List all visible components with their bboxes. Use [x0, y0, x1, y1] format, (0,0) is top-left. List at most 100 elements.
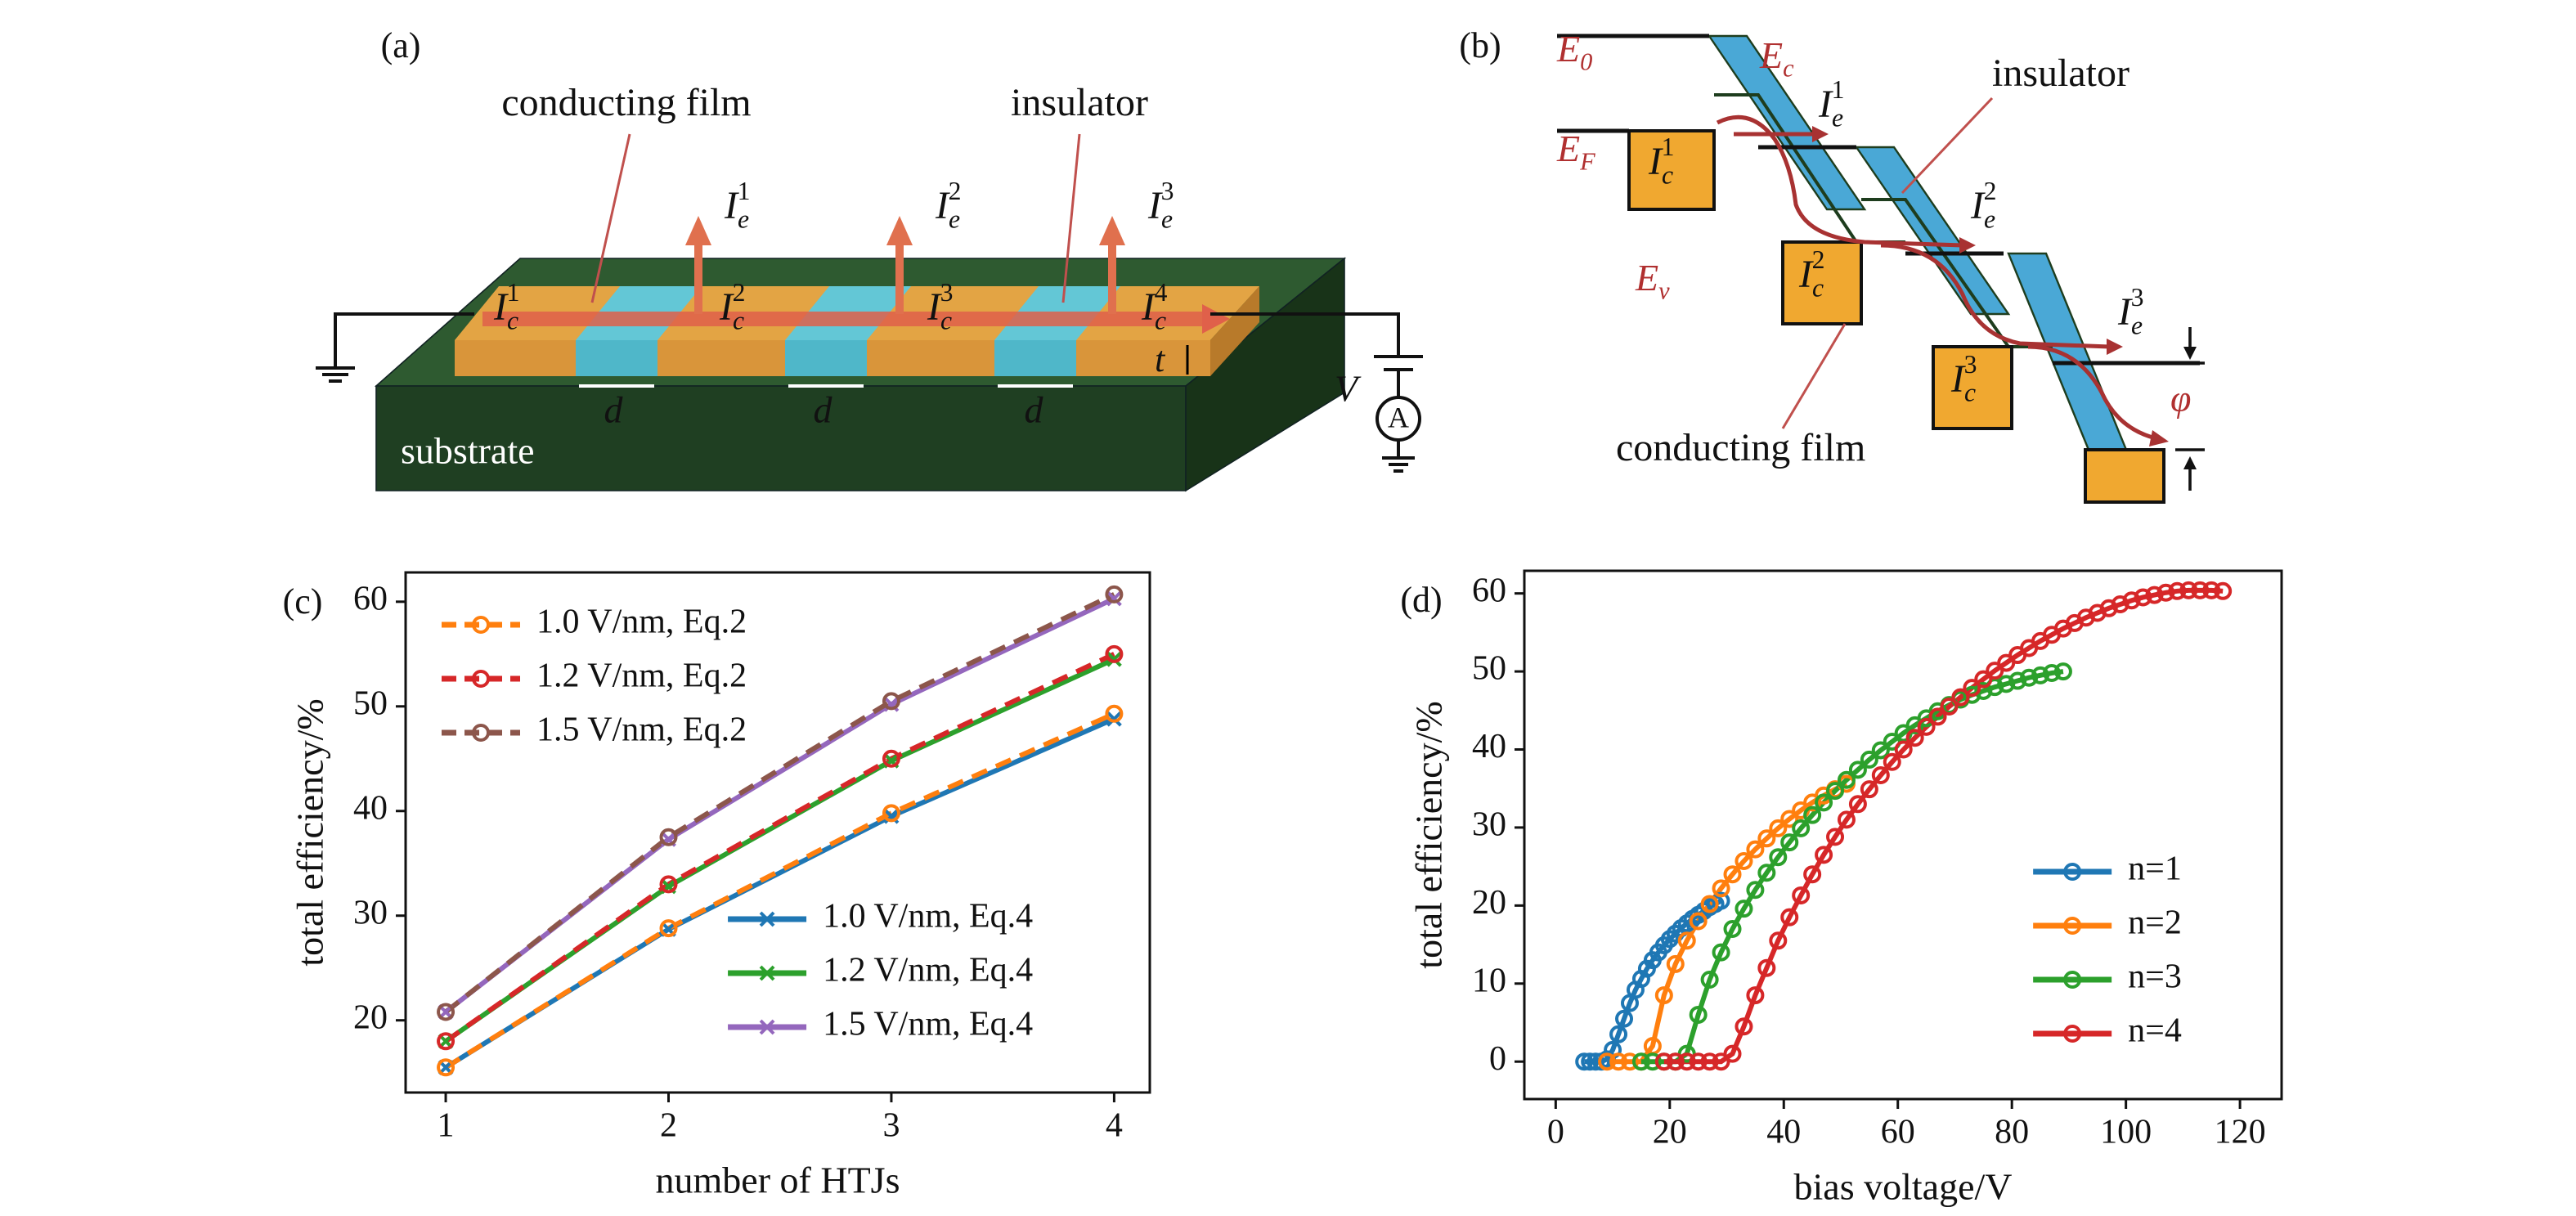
symbol-sup: 2	[949, 177, 962, 205]
pointer	[590, 133, 631, 303]
symbol-sub: c	[1662, 161, 1673, 190]
x-axis-label: number of HTJs	[656, 1160, 900, 1201]
marker	[1792, 886, 1811, 904]
symbol-sup: 1	[1832, 75, 1845, 104]
plot-frame	[1523, 569, 2283, 1101]
marker	[659, 828, 678, 846]
electron-paths	[1716, 114, 2156, 441]
y-tick-label: 50	[353, 684, 388, 722]
symbol-label: Ie1	[1818, 75, 1844, 132]
symbol-label: Ic4	[1141, 278, 1168, 335]
series-line	[444, 711, 1115, 1070]
marker	[1928, 707, 1947, 726]
marker	[1666, 954, 1685, 973]
symbol-base: I	[927, 285, 942, 329]
y-axis-label: total efficiency/%	[1408, 701, 1450, 968]
symbol-label: Ic2	[719, 278, 745, 335]
symbol-base: I	[2117, 290, 2133, 334]
symbol-sub: v	[1658, 277, 1670, 305]
symbol-label: Ic3	[927, 278, 953, 335]
marker	[1860, 750, 1878, 769]
marker	[2031, 666, 2050, 684]
marker	[2042, 664, 2061, 683]
marker	[882, 749, 900, 768]
legend-marker	[759, 911, 775, 927]
symbol-sub: c	[507, 307, 518, 335]
marker	[1105, 644, 1124, 663]
chart: 0 20 40 60 80 100 120 0 10 20 30 40 50 60 bias voltage…	[1400, 569, 2283, 1208]
marker	[1575, 1052, 1594, 1071]
symbol-base: E	[1556, 128, 1580, 169]
marker	[1803, 865, 1822, 884]
marker	[1643, 1052, 1662, 1071]
marker	[2145, 586, 2164, 604]
x-tick-label: 80	[1995, 1114, 2029, 1151]
marker	[1735, 900, 1753, 918]
marker	[1609, 1052, 1628, 1071]
marker	[659, 919, 678, 938]
marker	[1598, 1052, 1617, 1071]
marker	[1654, 1052, 1673, 1071]
legend-label: n=4	[2128, 1012, 2182, 1050]
marker	[1883, 752, 1901, 771]
symbol-label: Ie2	[1970, 177, 1996, 234]
y-tick-label: 20	[1472, 884, 1506, 922]
marker	[1654, 986, 1673, 1005]
symbol-sup: 1	[1662, 132, 1675, 161]
marker	[659, 875, 678, 894]
marker	[1963, 679, 1981, 698]
symbol-sub: e	[1984, 205, 1995, 234]
x-tick-label: 1	[438, 1107, 455, 1145]
legend-marker	[2063, 971, 2082, 989]
symbol-label: Ie3	[1147, 177, 1174, 234]
x-tick-label: 60	[1881, 1114, 1915, 1151]
marker	[1803, 805, 1822, 824]
marker	[2179, 581, 2198, 599]
label: φ	[2170, 378, 2191, 420]
symbol-base: E	[1759, 34, 1783, 76]
y-tick-label: 10	[1472, 962, 1506, 999]
marker	[1105, 704, 1124, 723]
marker	[1792, 819, 1811, 837]
symbol-label: Ec	[1759, 34, 1794, 83]
marker	[1689, 912, 1708, 931]
marker	[1848, 761, 1867, 779]
symbol-base: I	[1147, 184, 1163, 227]
legend-label: n=1	[2128, 850, 2182, 888]
marker	[1735, 1017, 1753, 1036]
symbol-label: Ie1	[724, 177, 750, 234]
marker	[882, 804, 900, 823]
marker	[1746, 840, 1765, 859]
y-tick-label: 40	[353, 789, 388, 827]
legend-label: 1.2 V/nm, Eq.4	[823, 952, 1033, 989]
y-tick-label: 20	[353, 998, 388, 1036]
symbol-sub: c	[1964, 379, 1976, 407]
electron-arrow-heads	[1812, 126, 2169, 446]
marker	[437, 1032, 456, 1051]
marker	[1780, 908, 1799, 927]
legend-marker	[759, 965, 775, 981]
marker	[1735, 851, 1753, 870]
marker	[1757, 958, 1776, 977]
substrate-side	[1185, 257, 1345, 492]
label: insulator	[1992, 52, 2129, 95]
marker	[1723, 919, 1742, 938]
symbol-base: I	[935, 184, 950, 227]
marker	[2156, 583, 2175, 602]
pointer	[1901, 96, 1994, 195]
label: substrate	[401, 430, 535, 472]
panel-label: (c)	[283, 581, 323, 621]
series-line	[444, 652, 1115, 1043]
symbol-label: Ic3	[1950, 350, 1977, 407]
legend-label: 1.2 V/nm, Eq.2	[536, 657, 747, 695]
marker	[1848, 795, 1867, 814]
marker	[1826, 782, 1845, 801]
series-line	[1640, 669, 2064, 1065]
symbol-base: I	[1798, 253, 1814, 296]
legend-label: 1.5 V/nm, Eq.4	[823, 1006, 1033, 1043]
symbol-sub: c	[1155, 307, 1166, 335]
symbol-sup: 3	[1161, 177, 1174, 205]
symbol-label: EF	[1556, 128, 1595, 176]
label: d	[1025, 389, 1044, 431]
marker	[1106, 711, 1122, 727]
